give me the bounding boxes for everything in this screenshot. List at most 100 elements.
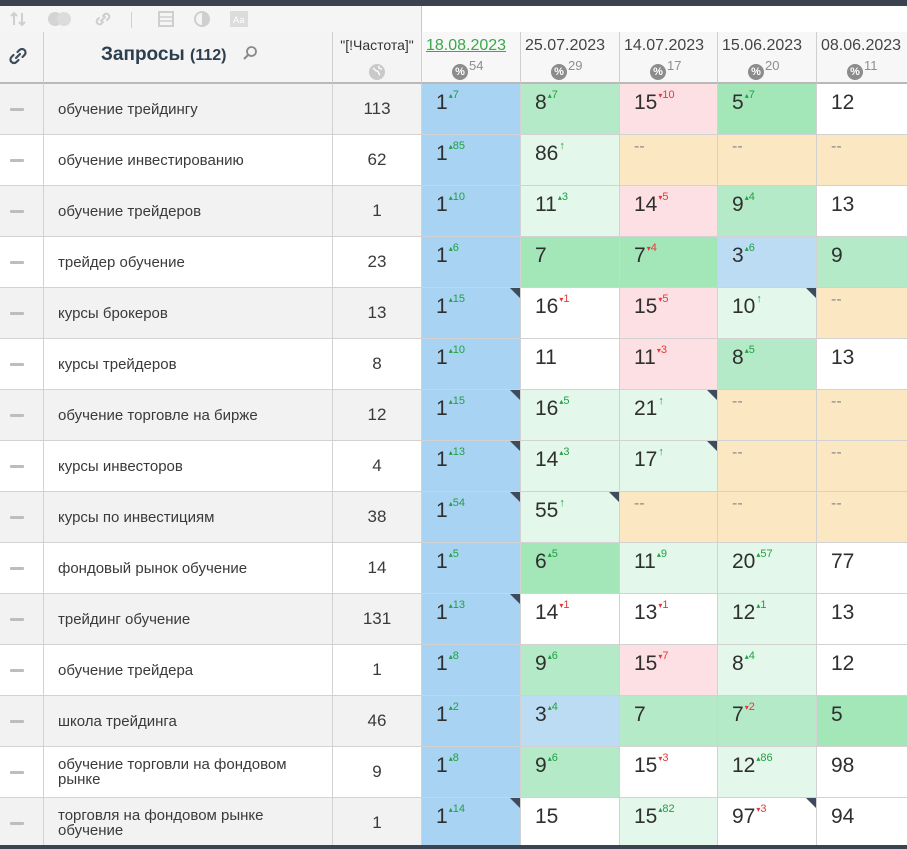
position-cell[interactable]: 1▴5	[422, 543, 521, 594]
position-cell[interactable]: 11	[521, 339, 620, 390]
position-cell[interactable]: 15▴82	[620, 798, 718, 849]
query-cell[interactable]: обучение трейдеров	[44, 186, 333, 237]
position-cell[interactable]: 12▴86	[718, 747, 817, 798]
queries-column-header[interactable]: Запросы (112)	[44, 32, 333, 84]
position-cell[interactable]: 12▴1	[718, 594, 817, 645]
position-cell[interactable]: 14▴3	[521, 441, 620, 492]
position-cell[interactable]: 13	[817, 339, 907, 390]
frequency-column-header[interactable]: "[!Частота]"	[333, 32, 422, 84]
position-cell[interactable]: 1▴7	[422, 84, 521, 135]
row-toggle-cell[interactable]	[0, 747, 44, 798]
query-cell[interactable]: обучение торговле на бирже	[44, 390, 333, 441]
position-cell[interactable]: --	[817, 441, 907, 492]
position-cell[interactable]: 86↑	[521, 135, 620, 186]
minus-icon[interactable]	[10, 771, 24, 774]
row-toggle-cell[interactable]	[0, 543, 44, 594]
position-cell[interactable]: 13	[817, 186, 907, 237]
date-label[interactable]: 18.08.2023	[426, 37, 507, 54]
position-cell[interactable]: 13▾1	[620, 594, 718, 645]
date-label[interactable]: 08.06.2023	[821, 37, 902, 54]
position-cell[interactable]: 9▴4	[718, 186, 817, 237]
position-cell[interactable]: 1▴15	[422, 390, 521, 441]
minus-icon[interactable]	[10, 312, 24, 315]
position-cell[interactable]: 14▾1	[521, 594, 620, 645]
query-cell[interactable]: курсы по инвестициям	[44, 492, 333, 543]
position-cell[interactable]: 7	[521, 237, 620, 288]
position-cell[interactable]: 1▴8	[422, 645, 521, 696]
query-cell[interactable]: обучение торговли на фондовом рынке	[44, 747, 333, 798]
query-cell[interactable]: трейдинг обучение	[44, 594, 333, 645]
position-cell[interactable]: 94	[817, 798, 907, 849]
query-cell[interactable]: трейдер обучение	[44, 237, 333, 288]
row-toggle-cell[interactable]	[0, 84, 44, 135]
position-cell[interactable]: 6▴5	[521, 543, 620, 594]
position-cell[interactable]: 8▴4	[718, 645, 817, 696]
date-column-header[interactable]: 08.06.2023% 11	[817, 32, 907, 84]
position-cell[interactable]: 97▾3	[718, 798, 817, 849]
position-cell[interactable]: --	[817, 390, 907, 441]
link-column-header[interactable]	[0, 32, 44, 84]
position-cell[interactable]: 9▴6	[521, 645, 620, 696]
contrast-icon[interactable]	[192, 9, 212, 29]
position-cell[interactable]: 55↑	[521, 492, 620, 543]
position-cell[interactable]: 15▾3	[620, 747, 718, 798]
position-cell[interactable]: 9	[817, 237, 907, 288]
row-toggle-cell[interactable]	[0, 645, 44, 696]
query-cell[interactable]: торговля на фондовом рынке обучение	[44, 798, 333, 849]
position-cell[interactable]: 5▴7	[718, 84, 817, 135]
position-cell[interactable]: 7	[620, 696, 718, 747]
position-cell[interactable]: --	[817, 288, 907, 339]
row-toggle-cell[interactable]	[0, 441, 44, 492]
position-cell[interactable]: 11▾3	[620, 339, 718, 390]
position-cell[interactable]: 10↑	[718, 288, 817, 339]
row-toggle-cell[interactable]	[0, 237, 44, 288]
position-cell[interactable]: 21↑	[620, 390, 718, 441]
date-column-header[interactable]: 25.07.2023% 29	[521, 32, 620, 84]
position-cell[interactable]: --	[718, 390, 817, 441]
position-cell[interactable]: 3▴6	[718, 237, 817, 288]
position-cell[interactable]: 17↑	[620, 441, 718, 492]
position-cell[interactable]: 77	[817, 543, 907, 594]
position-cell[interactable]: --	[817, 492, 907, 543]
minus-icon[interactable]	[10, 261, 24, 264]
minus-icon[interactable]	[10, 465, 24, 468]
position-cell[interactable]: 20▴57	[718, 543, 817, 594]
font-icon[interactable]: Aa	[228, 9, 250, 29]
query-cell[interactable]: фондовый рынок обучение	[44, 543, 333, 594]
row-toggle-cell[interactable]	[0, 798, 44, 849]
table-icon[interactable]	[156, 9, 176, 29]
position-cell[interactable]: 1▴14	[422, 798, 521, 849]
position-cell[interactable]: 1▴13	[422, 594, 521, 645]
query-cell[interactable]: курсы инвесторов	[44, 441, 333, 492]
position-cell[interactable]: 5	[817, 696, 907, 747]
position-cell[interactable]: 1▴10	[422, 186, 521, 237]
position-cell[interactable]: 15▾7	[620, 645, 718, 696]
position-cell[interactable]: 8▴7	[521, 84, 620, 135]
position-cell[interactable]: --	[718, 492, 817, 543]
minus-icon[interactable]	[10, 210, 24, 213]
minus-icon[interactable]	[10, 618, 24, 621]
minus-icon[interactable]	[10, 363, 24, 366]
position-cell[interactable]: 11▴9	[620, 543, 718, 594]
position-cell[interactable]: --	[718, 135, 817, 186]
minus-icon[interactable]	[10, 516, 24, 519]
position-cell[interactable]: --	[620, 135, 718, 186]
minus-icon[interactable]	[10, 822, 24, 825]
position-cell[interactable]: 15▾5	[620, 288, 718, 339]
position-cell[interactable]: 1▴54	[422, 492, 521, 543]
position-cell[interactable]: 16▾1	[521, 288, 620, 339]
date-label[interactable]: 25.07.2023	[525, 37, 606, 54]
toggle-icon[interactable]	[46, 9, 74, 29]
position-cell[interactable]: 1▴8	[422, 747, 521, 798]
link-icon[interactable]	[6, 44, 30, 73]
minus-icon[interactable]	[10, 414, 24, 417]
row-toggle-cell[interactable]	[0, 186, 44, 237]
minus-icon[interactable]	[10, 720, 24, 723]
position-cell[interactable]: 15	[521, 798, 620, 849]
search-icon[interactable]	[242, 45, 258, 66]
position-cell[interactable]: 12	[817, 645, 907, 696]
position-cell[interactable]: 9▴6	[521, 747, 620, 798]
position-cell[interactable]: 16▴5	[521, 390, 620, 441]
position-cell[interactable]: 1▴13	[422, 441, 521, 492]
query-cell[interactable]: курсы брокеров	[44, 288, 333, 339]
